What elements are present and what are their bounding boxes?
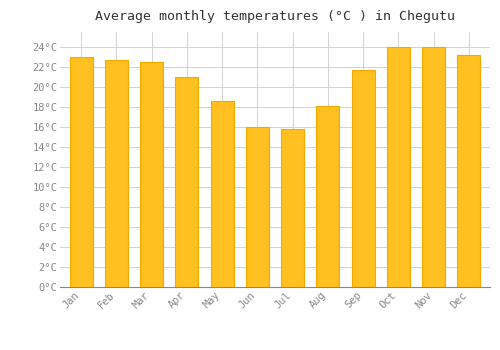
Bar [140,62,163,287]
Title: Average monthly temperatures (°C ) in Chegutu: Average monthly temperatures (°C ) in Ch… [95,10,455,23]
Bar [281,129,304,287]
Bar [70,57,92,287]
Bar [105,60,128,287]
Bar [246,127,269,287]
Bar [422,47,445,287]
Bar [387,47,410,287]
Bar [458,55,480,287]
Bar [176,77,199,287]
Bar [352,70,374,287]
Bar [316,106,340,287]
Bar [210,101,234,287]
